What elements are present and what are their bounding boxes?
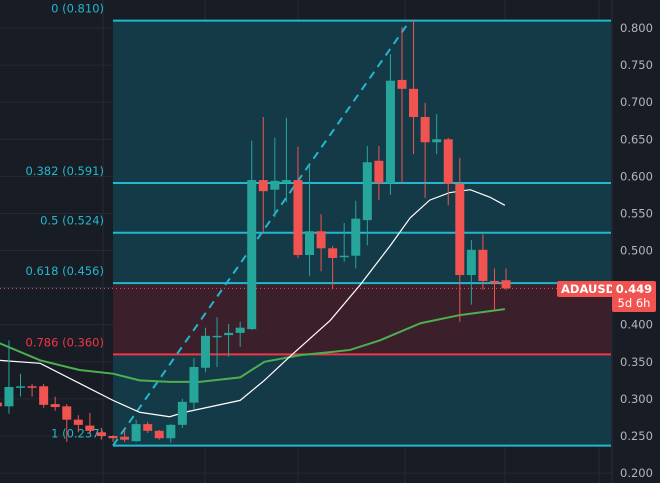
y-tick-label: 0.550 bbox=[620, 206, 653, 220]
y-tick-label: 0.250 bbox=[620, 429, 653, 443]
candle-down bbox=[27, 386, 37, 388]
candle-up bbox=[385, 80, 395, 184]
candle-up bbox=[131, 424, 141, 442]
candle-down bbox=[374, 160, 384, 184]
candle-down bbox=[0, 402, 2, 407]
candle-up bbox=[247, 180, 257, 330]
fib-level-label: 0.618 (0.456) bbox=[26, 264, 104, 278]
candle-down bbox=[120, 436, 130, 440]
y-tick-label: 0.650 bbox=[620, 132, 653, 146]
candle-down bbox=[108, 435, 118, 439]
candle-down bbox=[143, 424, 153, 431]
candle-down bbox=[258, 180, 268, 192]
candle-up bbox=[281, 180, 291, 184]
y-tick-label: 0.350 bbox=[620, 355, 653, 369]
candle-down bbox=[420, 117, 430, 143]
y-tick-label: 0.200 bbox=[620, 466, 653, 480]
candles bbox=[0, 19, 511, 443]
candle-down bbox=[73, 419, 83, 425]
fib-level-label: 1 (0.237) bbox=[51, 427, 104, 441]
candle-down bbox=[96, 432, 106, 436]
candle-down bbox=[154, 430, 164, 439]
candle-up bbox=[4, 387, 14, 407]
bar-countdown: 5d 6h bbox=[617, 296, 651, 310]
candle-up bbox=[166, 424, 176, 439]
y-tick-label: 0.500 bbox=[620, 244, 653, 258]
candle-up bbox=[212, 335, 222, 338]
candle-up bbox=[177, 401, 187, 425]
candle-down bbox=[85, 425, 95, 431]
candle-down bbox=[455, 183, 465, 276]
candle-down bbox=[409, 88, 419, 118]
candle-up bbox=[339, 255, 349, 258]
fibonacci-retracement[interactable]: 0 (0.810) 0.382 (0.591) 0.5 (0.524) 0.618 (… bbox=[0, 2, 612, 447]
candle-up bbox=[432, 139, 442, 143]
candle-down bbox=[39, 386, 49, 405]
last-price-tag: 0.449 5d 6h bbox=[612, 281, 656, 312]
symbol-label: ADAUSD bbox=[557, 281, 620, 297]
fib-trend-line bbox=[112, 20, 411, 447]
candle-up bbox=[235, 327, 245, 333]
candle-up bbox=[189, 367, 199, 403]
candle-down bbox=[328, 248, 338, 258]
last-price: 0.449 bbox=[615, 282, 653, 296]
ma-slow-line bbox=[0, 308, 506, 383]
fib-level-label: 0 (0.810) bbox=[51, 2, 104, 16]
fib-level-label: 0.382 (0.591) bbox=[26, 164, 104, 178]
candle-down bbox=[50, 404, 60, 408]
candle-up bbox=[270, 180, 280, 190]
moving-averages bbox=[0, 189, 506, 418]
candle-down bbox=[293, 180, 303, 255]
candle-up bbox=[466, 249, 476, 276]
candle-down bbox=[501, 280, 511, 289]
y-tick-label: 0.600 bbox=[620, 169, 653, 183]
fib-level-label: 0.5 (0.524) bbox=[40, 214, 104, 228]
candle-up bbox=[16, 386, 26, 388]
candle-up bbox=[200, 335, 210, 368]
candle-down bbox=[62, 406, 72, 420]
candle-down bbox=[489, 280, 499, 284]
candle-up bbox=[362, 162, 372, 221]
y-tick-label: 0.300 bbox=[620, 392, 653, 406]
y-tick-label: 0.700 bbox=[620, 95, 653, 109]
fib-level-label: 0.786 (0.360) bbox=[26, 335, 104, 349]
y-tick-label: 0.400 bbox=[620, 318, 653, 332]
candle-down bbox=[316, 231, 326, 249]
y-tick-label: 0.750 bbox=[620, 58, 653, 72]
candle-down bbox=[443, 139, 453, 184]
candle-up bbox=[351, 218, 361, 256]
candle-down bbox=[397, 79, 407, 89]
y-tick-label: 0.800 bbox=[620, 21, 653, 35]
price-axis[interactable] bbox=[612, 0, 660, 483]
candle-down bbox=[478, 249, 488, 281]
candle-up bbox=[224, 332, 234, 336]
ma-fast-line bbox=[0, 189, 506, 418]
candle-up bbox=[305, 231, 315, 255]
fib-fill-red bbox=[113, 283, 611, 355]
